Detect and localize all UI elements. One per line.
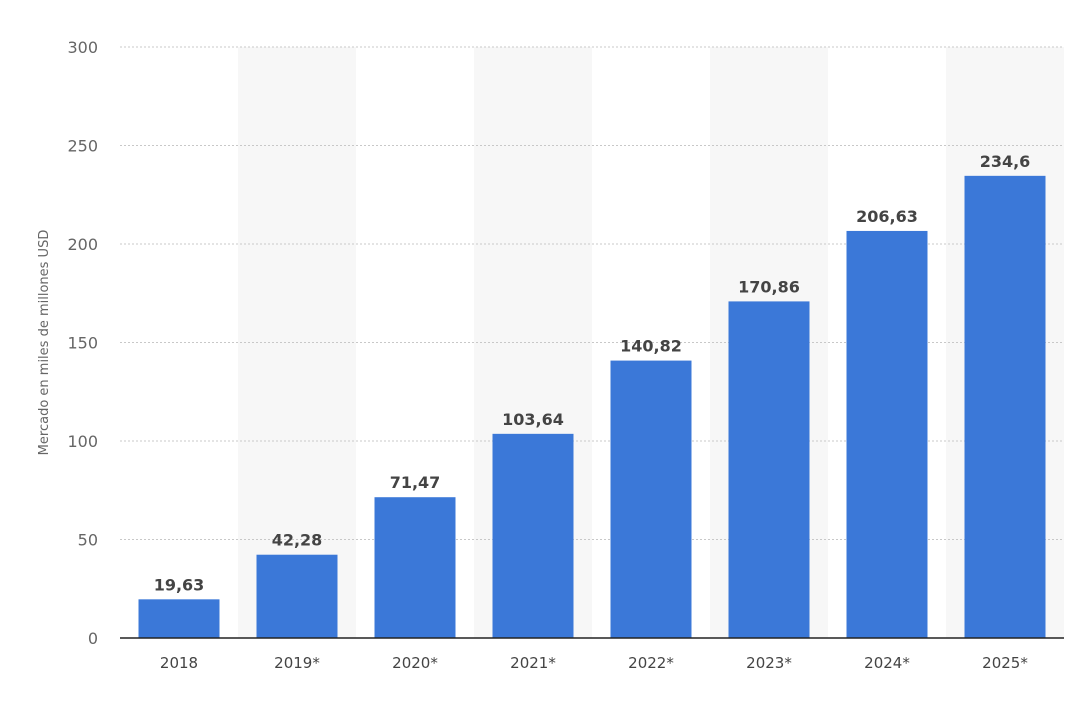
data-label-2018: 19,63 xyxy=(154,575,205,594)
data-label-2025: 234,6 xyxy=(980,152,1031,171)
data-label-2023: 170,86 xyxy=(738,277,800,296)
x-tick-label-2023: 2023* xyxy=(746,654,792,672)
bar-2023 xyxy=(728,301,810,638)
x-tick-label-2018: 2018 xyxy=(160,654,198,672)
x-tick-label-2020: 2020* xyxy=(392,654,438,672)
x-tick-label-2019: 2019* xyxy=(274,654,320,672)
bar-2019 xyxy=(256,554,338,638)
x-tick-label-2025: 2025* xyxy=(982,654,1028,672)
bar-2020 xyxy=(374,497,456,638)
y-tick-label: 50 xyxy=(78,531,98,550)
gridlines xyxy=(120,46,1064,540)
y-tick-label: 250 xyxy=(67,137,98,156)
data-label-2020: 71,47 xyxy=(390,473,441,492)
y-axis-ticks: 0 50 100 150 200 250 300 xyxy=(67,38,98,648)
y-axis-title: Mercado en miles de millones USD xyxy=(37,230,52,456)
bar-2021 xyxy=(492,433,574,638)
x-tick-label-2021: 2021* xyxy=(510,654,556,672)
data-label-2022: 140,82 xyxy=(620,337,682,356)
data-label-2021: 103,64 xyxy=(502,410,564,429)
y-tick-label: 0 xyxy=(88,629,98,648)
data-label-2024: 206,63 xyxy=(856,207,918,226)
data-labels: 19,63 42,28 71,47 103,64 140,82 170,86 206,63 2… xyxy=(154,152,1031,594)
data-label-2019: 42,28 xyxy=(272,531,323,550)
bar-2025 xyxy=(964,175,1046,638)
bar-2024 xyxy=(846,230,928,638)
y-tick-label: 150 xyxy=(67,334,98,353)
x-tick-label-2022: 2022* xyxy=(628,654,674,672)
y-tick-label: 100 xyxy=(67,432,98,451)
y-tick-label: 300 xyxy=(67,38,98,57)
bar-2022 xyxy=(610,360,692,638)
x-tick-label-2024: 2024* xyxy=(864,654,910,672)
y-tick-label: 200 xyxy=(67,235,98,254)
bar-2018 xyxy=(138,599,220,638)
bars xyxy=(138,175,1046,638)
x-axis-ticks: 2018 2019* 2020* 2021* 2022* 2023* 2024* 2025* xyxy=(160,654,1028,672)
